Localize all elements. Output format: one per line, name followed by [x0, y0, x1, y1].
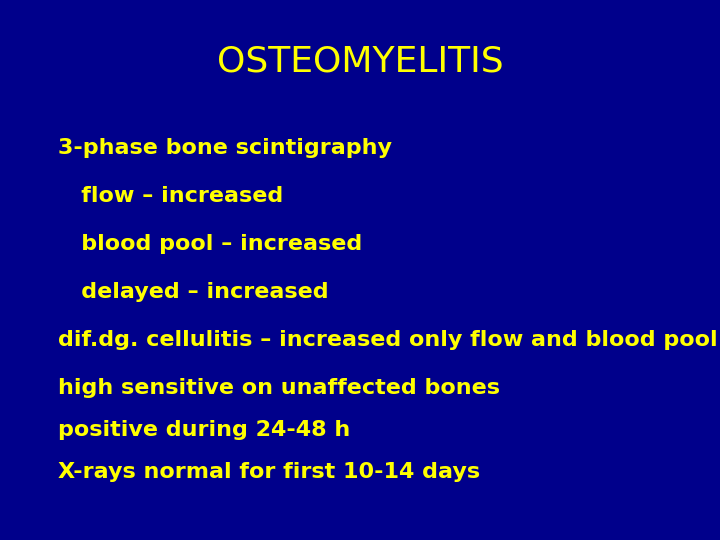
Text: dif.dg. cellulitis – increased only flow and blood pool: dif.dg. cellulitis – increased only flow…	[58, 330, 718, 350]
Text: positive during 24-48 h: positive during 24-48 h	[58, 420, 350, 440]
Text: 3-phase bone scintigraphy: 3-phase bone scintigraphy	[58, 138, 392, 158]
Text: high sensitive on unaffected bones: high sensitive on unaffected bones	[58, 378, 500, 398]
Text: X-rays normal for first 10-14 days: X-rays normal for first 10-14 days	[58, 462, 480, 482]
Text: delayed – increased: delayed – increased	[58, 282, 328, 302]
Text: OSTEOMYELITIS: OSTEOMYELITIS	[217, 45, 503, 79]
Text: blood pool – increased: blood pool – increased	[58, 234, 362, 254]
Text: flow – increased: flow – increased	[58, 186, 283, 206]
